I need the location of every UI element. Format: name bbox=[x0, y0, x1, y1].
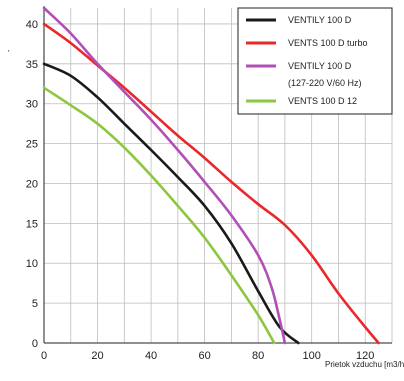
x-tick-label: 40 bbox=[145, 350, 157, 362]
series-lines bbox=[42, 6, 380, 345]
legend-label-3: (127-220 V/60 Hz) bbox=[288, 78, 362, 88]
y-tick-label: 20 bbox=[26, 178, 38, 190]
axes: 0 5 10 15 20 25 30 35 40 0 20 40 60 80 100 120 bbox=[26, 6, 392, 362]
y-tick-label: 30 bbox=[26, 99, 38, 111]
y-tick-label: 5 bbox=[32, 298, 38, 310]
y-tick-label: 35 bbox=[26, 59, 38, 71]
legend-label-3: VENTILY 100 D bbox=[288, 61, 352, 71]
x-axis-title: Prietok vzduchu [m3/h] bbox=[325, 360, 404, 369]
legend-label-2: VENTS 100 D turbo bbox=[288, 38, 368, 48]
y-tick-label: 40 bbox=[26, 19, 38, 31]
y-tick-label: 0 bbox=[32, 338, 38, 350]
legend: VENTILY 100 D VENTS 100 D turbo VENTILY 10… bbox=[237, 7, 393, 115]
x-tick-label: 80 bbox=[252, 350, 264, 362]
y-tick-label: 10 bbox=[26, 258, 38, 270]
x-tick-label: 60 bbox=[198, 350, 210, 362]
x-tick-label: 120 bbox=[356, 350, 374, 362]
y-axis-title: ' bbox=[8, 49, 10, 58]
y-tick-label: 25 bbox=[26, 139, 38, 151]
x-tick-label: 100 bbox=[303, 350, 321, 362]
legend-label-1: VENTILY 100 D bbox=[288, 15, 352, 25]
legend-box bbox=[237, 7, 393, 115]
y-tick-label: 15 bbox=[26, 218, 38, 230]
series-line-3 bbox=[42, 6, 287, 345]
series-line-1 bbox=[42, 62, 300, 345]
series-line-4 bbox=[42, 86, 276, 345]
legend-label-4: VENTS 100 D 12 bbox=[288, 96, 357, 106]
x-tick-label: 20 bbox=[91, 350, 103, 362]
x-tick-label: 0 bbox=[41, 350, 47, 362]
